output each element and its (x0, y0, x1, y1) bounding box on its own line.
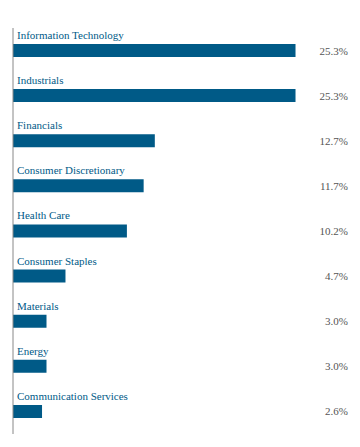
svg-text:25.3%: 25.3% (320, 90, 348, 102)
svg-text:Financials: Financials (17, 119, 62, 131)
svg-text:Health Care: Health Care (17, 209, 70, 221)
svg-text:Communication Services: Communication Services (17, 390, 128, 402)
svg-text:Materials: Materials (17, 300, 59, 312)
svg-text:Consumer Discretionary: Consumer Discretionary (17, 164, 125, 176)
svg-text:4.7%: 4.7% (325, 270, 348, 282)
svg-text:Information Technology: Information Technology (17, 29, 124, 41)
svg-text:10.2%: 10.2% (320, 225, 348, 237)
svg-text:25.3%: 25.3% (320, 45, 348, 57)
svg-text:11.7%: 11.7% (320, 180, 348, 192)
svg-text:Consumer Staples: Consumer Staples (17, 255, 97, 267)
svg-text:3.0%: 3.0% (325, 360, 348, 372)
svg-text:Industrials: Industrials (17, 74, 63, 86)
svg-text:Energy: Energy (17, 345, 49, 357)
svg-text:2.6%: 2.6% (325, 405, 348, 417)
svg-text:3.0%: 3.0% (325, 315, 348, 327)
svg-text:12.7%: 12.7% (320, 135, 348, 147)
